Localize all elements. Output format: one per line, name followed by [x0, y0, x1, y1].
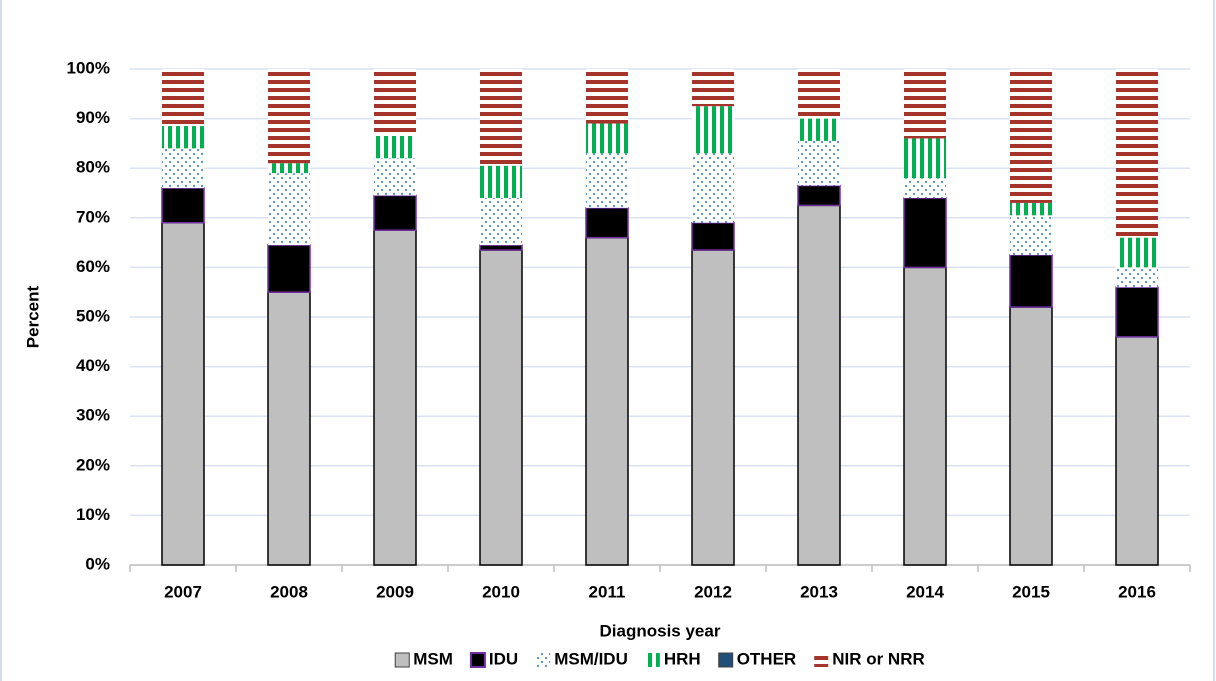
y-tick-label: 30%	[76, 406, 110, 425]
bar-segment	[586, 69, 628, 124]
legend-swatch	[394, 652, 410, 668]
bar-segment	[161, 222, 205, 566]
y-tick-label: 50%	[76, 306, 110, 325]
bar-segment	[268, 163, 310, 174]
y-tick-label: 80%	[76, 158, 110, 177]
legend-swatch	[536, 653, 551, 667]
bar-segment	[1010, 69, 1052, 203]
bar-segment	[480, 69, 522, 166]
y-tick-label: 20%	[76, 455, 110, 474]
bar-segment	[162, 69, 204, 127]
bar-segment	[267, 291, 311, 566]
legend-label: MSM/IDU	[554, 649, 628, 668]
bar-segment	[480, 165, 522, 198]
y-axis-label: Percent	[23, 285, 42, 348]
bar-segment	[268, 173, 310, 246]
legend-label: MSM	[413, 649, 453, 668]
bar-segment	[797, 204, 841, 566]
bar-segment	[798, 140, 840, 186]
y-tick-label: 70%	[76, 207, 110, 226]
bar-segment	[1116, 69, 1158, 238]
bar-segment	[162, 126, 204, 149]
bar-segment	[586, 153, 628, 208]
legend-swatch	[645, 653, 660, 667]
bar-segment	[692, 69, 734, 107]
bar-segment	[691, 249, 735, 566]
x-tick-label: 2013	[800, 582, 838, 601]
bar-segment	[267, 244, 311, 293]
bar-segment	[161, 187, 205, 224]
x-tick-label: 2009	[376, 582, 414, 601]
y-tick-label: 10%	[76, 505, 110, 524]
bar-segment	[374, 158, 416, 196]
bar-segment	[903, 266, 947, 566]
x-tick-label: 2011	[589, 582, 626, 601]
legend-swatch	[469, 652, 486, 668]
legend-label: IDU	[489, 649, 518, 668]
bar-segment	[162, 148, 204, 189]
bar-segment	[1009, 254, 1053, 308]
bar-segment	[904, 178, 946, 198]
bar-segment	[374, 135, 416, 159]
legend-swatch	[718, 652, 734, 668]
bar-segment	[904, 69, 946, 139]
legend-label: OTHER	[737, 649, 797, 668]
bar-segment	[268, 69, 310, 164]
bar-segment	[479, 249, 523, 566]
x-tick-label: 2010	[482, 582, 520, 601]
y-tick-label: 60%	[76, 257, 110, 276]
bar-segment	[1009, 306, 1053, 566]
x-axis-label: Diagnosis year	[600, 621, 721, 640]
bar-segment	[692, 153, 734, 223]
y-tick-label: 40%	[76, 356, 110, 375]
x-tick-label: 2014	[906, 582, 944, 601]
bar-segment	[798, 118, 840, 141]
x-tick-label: 2007	[164, 582, 202, 601]
x-tick-label: 2012	[694, 582, 732, 601]
y-tick-label: 0%	[85, 554, 110, 573]
bar-segment	[798, 69, 840, 119]
x-tick-label: 2015	[1012, 582, 1050, 601]
legend-swatch	[814, 653, 829, 667]
bar-segment	[1115, 336, 1159, 566]
legend-label: HRH	[664, 649, 701, 668]
bar-segment	[903, 197, 947, 269]
bar-segment	[1116, 267, 1158, 288]
bar-segment	[585, 207, 629, 239]
bar-segment	[1010, 215, 1052, 255]
bar-segment	[373, 229, 417, 566]
bar-segment	[479, 244, 523, 251]
bar-segment	[586, 123, 628, 154]
y-tick-label: 90%	[76, 108, 110, 127]
bar-segment	[797, 184, 841, 207]
bar-segment	[1010, 202, 1052, 216]
bar-segment	[1115, 286, 1159, 338]
bar-segment	[585, 236, 629, 566]
x-tick-label: 2008	[270, 582, 308, 601]
bar-segment	[480, 197, 522, 246]
bar-segment	[374, 69, 416, 136]
legend-label: NIR or NRR	[832, 649, 925, 668]
bar-segment	[691, 222, 735, 251]
bar-segment	[1116, 237, 1158, 268]
x-tick-label: 2016	[1118, 582, 1156, 601]
bar-segment	[904, 138, 946, 179]
bar-segment	[373, 194, 417, 231]
bar-segment	[692, 106, 734, 154]
y-tick-label: 100%	[67, 58, 110, 77]
